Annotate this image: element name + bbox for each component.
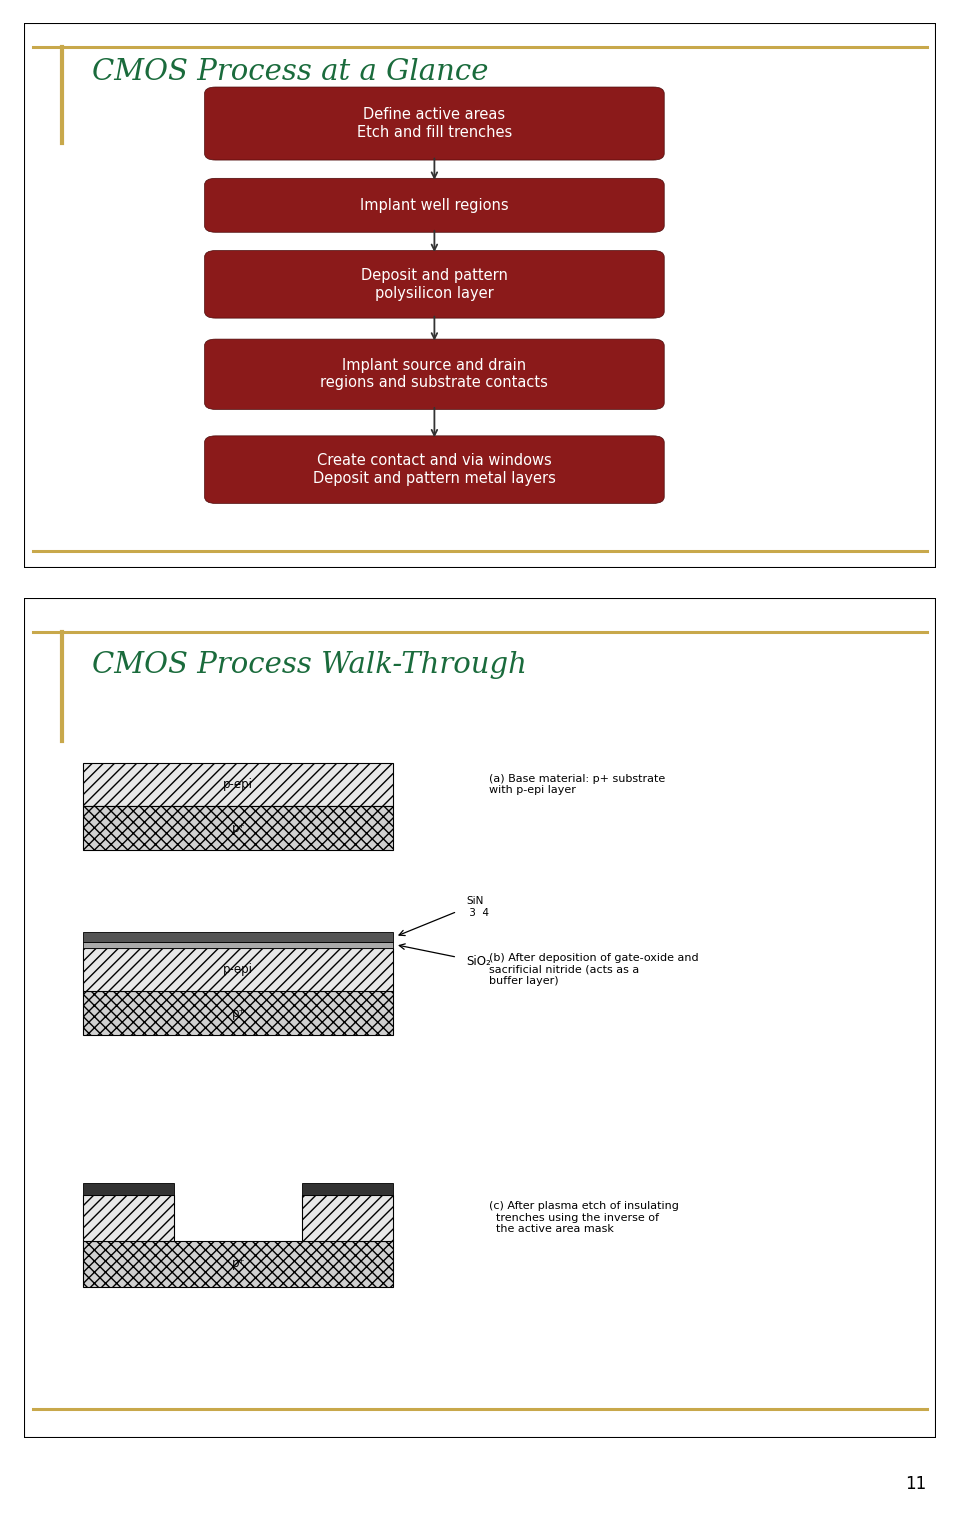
Bar bbox=[302, 1182, 394, 1195]
Text: 11: 11 bbox=[905, 1475, 926, 1493]
FancyBboxPatch shape bbox=[204, 250, 664, 318]
FancyBboxPatch shape bbox=[24, 598, 936, 1438]
Text: Implant source and drain
regions and substrate contacts: Implant source and drain regions and sub… bbox=[321, 357, 548, 391]
Text: Implant well regions: Implant well regions bbox=[360, 198, 509, 213]
Text: p⁺: p⁺ bbox=[231, 822, 245, 834]
Bar bbox=[84, 1195, 175, 1241]
Bar bbox=[84, 763, 394, 807]
Text: CMOS Process at a Glance: CMOS Process at a Glance bbox=[92, 58, 489, 86]
Text: p⁺: p⁺ bbox=[231, 1258, 245, 1270]
Text: SiO₂: SiO₂ bbox=[467, 955, 492, 967]
Bar bbox=[84, 992, 394, 1036]
Text: CMOS Process Walk-Through: CMOS Process Walk-Through bbox=[92, 651, 527, 680]
FancyBboxPatch shape bbox=[204, 339, 664, 409]
Text: (a) Base material: p+ substrate
with p-epi layer: (a) Base material: p+ substrate with p-e… bbox=[489, 774, 665, 795]
Text: Define active areas
Etch and fill trenches: Define active areas Etch and fill trench… bbox=[357, 107, 512, 139]
Bar bbox=[84, 948, 394, 992]
Text: p-epi: p-epi bbox=[224, 963, 253, 977]
Bar bbox=[84, 931, 394, 942]
Bar bbox=[84, 1182, 175, 1195]
Bar bbox=[302, 1195, 394, 1241]
FancyBboxPatch shape bbox=[24, 23, 936, 568]
FancyBboxPatch shape bbox=[204, 436, 664, 504]
Bar bbox=[84, 942, 394, 948]
Text: Create contact and via windows
Deposit and pattern metal layers: Create contact and via windows Deposit a… bbox=[313, 453, 556, 486]
Bar bbox=[84, 807, 394, 851]
Text: (b) After deposition of gate-oxide and
sacrificial nitride (acts as a
buffer lay: (b) After deposition of gate-oxide and s… bbox=[489, 952, 699, 986]
Text: p⁺: p⁺ bbox=[231, 1007, 245, 1019]
Text: SiN
 3  4: SiN 3 4 bbox=[467, 896, 490, 917]
Text: p-epi: p-epi bbox=[224, 778, 253, 792]
Bar bbox=[84, 1241, 394, 1287]
Text: Deposit and pattern
polysilicon layer: Deposit and pattern polysilicon layer bbox=[361, 268, 508, 301]
FancyBboxPatch shape bbox=[204, 86, 664, 160]
FancyBboxPatch shape bbox=[204, 179, 664, 232]
Text: (c) After plasma etch of insulating
  trenches using the inverse of
  the active: (c) After plasma etch of insulating tren… bbox=[489, 1201, 679, 1234]
